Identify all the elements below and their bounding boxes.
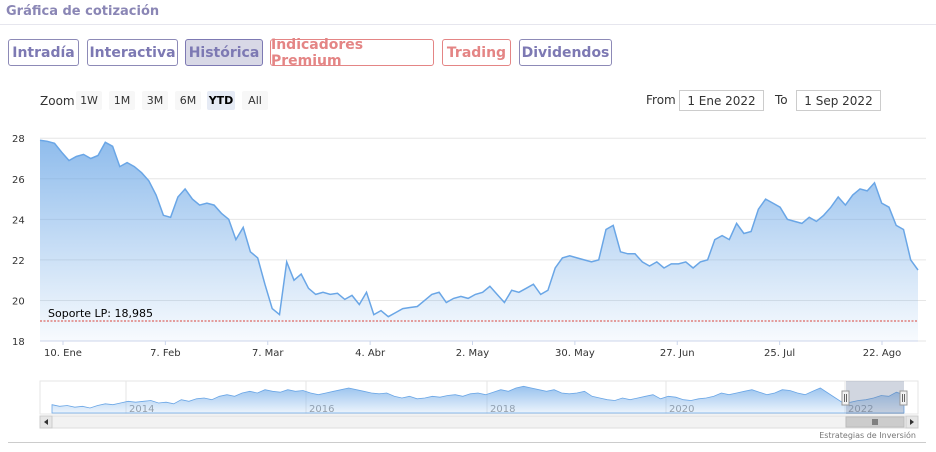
zoom-all-button[interactable]: All <box>242 91 268 110</box>
tab-dividendos[interactable]: Dividendos <box>519 39 612 66</box>
x-tick-label: 22. Ago <box>863 348 901 359</box>
x-tick-label: 7. Feb <box>150 348 180 359</box>
bottom-divider <box>8 442 926 443</box>
tab-intradia[interactable]: Intradía <box>8 39 79 66</box>
y-tick-label: 26 <box>12 175 25 186</box>
to-date-input[interactable]: 1 Sep 2022 <box>796 90 881 111</box>
from-date-input[interactable]: 1 Ene 2022 <box>679 90 764 111</box>
zoom-3m-button[interactable]: 3M <box>142 91 168 110</box>
navigator-left-handle[interactable] <box>841 390 850 406</box>
y-tick-label: 28 <box>12 134 25 145</box>
x-tick-label: 2. May <box>456 348 489 359</box>
chart-credits[interactable]: Estrategias de Inversión <box>819 431 916 440</box>
to-label: To <box>775 93 788 107</box>
navigator[interactable]: 20142016201820202022 <box>39 380 919 415</box>
x-tick-label: 7. Mar <box>252 348 284 359</box>
y-tick-label: 22 <box>12 256 25 267</box>
navigator-series <box>51 385 905 414</box>
scrollbar-track[interactable] <box>39 415 919 429</box>
from-label: From <box>646 93 676 107</box>
tab-historica[interactable]: Histórica <box>185 39 263 66</box>
tab-trading[interactable]: Trading <box>442 39 511 66</box>
price-line <box>39 139 919 318</box>
zoom-ytd-button[interactable]: YTD <box>207 91 235 110</box>
scrollbar[interactable] <box>39 415 919 429</box>
tab-indicadores-premium[interactable]: Indicadores Premium <box>270 37 434 69</box>
y-tick-label: 20 <box>12 296 25 307</box>
page-title: Gráfica de cotización <box>6 4 160 19</box>
x-tick-label: 10. Ene <box>44 348 82 359</box>
arrow-left-icon <box>44 419 48 425</box>
price-area <box>40 140 918 341</box>
zoom-1w-button[interactable]: 1W <box>76 91 102 110</box>
navigator-mask[interactable] <box>846 381 904 414</box>
navigator-right-handle[interactable] <box>899 390 908 406</box>
zoom-6m-button[interactable]: 6M <box>175 91 201 110</box>
x-axis: 10. Ene 7. Feb 7. Mar 4. Abr 2. May 30. May 27… <box>44 341 901 359</box>
y-axis: 18 20 22 24 26 28 <box>12 134 25 348</box>
arrow-right-icon <box>910 419 914 425</box>
y-tick-label: 18 <box>12 337 25 348</box>
header-divider <box>0 24 936 25</box>
support-label: Soporte LP: 18,985 <box>48 307 153 320</box>
x-tick-label: 30. May <box>555 348 595 359</box>
x-tick-label: 4. Abr <box>355 348 386 359</box>
x-tick-label: 25. Jul <box>764 348 795 359</box>
tab-interactiva[interactable]: Interactiva <box>87 39 178 66</box>
y-tick-label: 24 <box>12 215 25 226</box>
x-tick-label: 27. Jun <box>660 348 695 359</box>
zoom-1m-button[interactable]: 1M <box>109 91 135 110</box>
zoom-label: Zoom <box>40 94 75 108</box>
